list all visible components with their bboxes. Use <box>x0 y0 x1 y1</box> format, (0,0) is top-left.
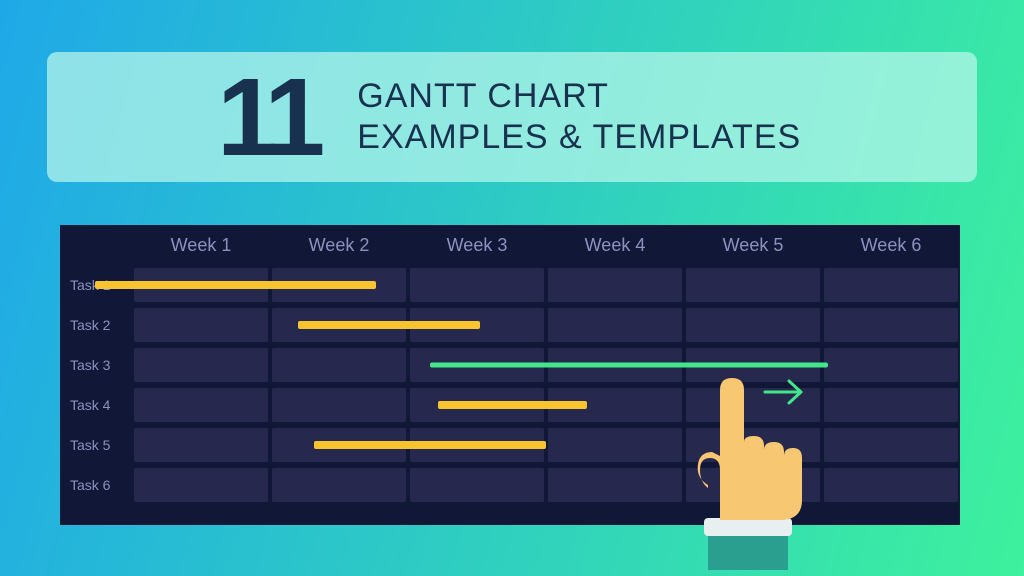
gantt-header-row: Week 1 Week 2 Week 3 Week 4 Week 5 Week … <box>60 225 960 265</box>
gantt-cell <box>548 308 682 342</box>
title-line-2: EXAMPLES & TEMPLATES <box>357 117 801 158</box>
week-header-6: Week 6 <box>824 225 958 265</box>
task-row: Task 3 <box>60 345 960 385</box>
task-label: Task 6 <box>60 465 132 505</box>
week-header-1: Week 1 <box>134 225 268 265</box>
task-row: Task 5 <box>60 425 960 465</box>
task-row: Task 1 <box>60 265 960 305</box>
gantt-cell <box>686 468 820 502</box>
gantt-cell <box>686 428 820 462</box>
task-label: Task 5 <box>60 425 132 465</box>
gantt-cell <box>548 268 682 302</box>
cells-area <box>132 465 960 505</box>
gantt-cell <box>824 308 958 342</box>
gantt-cell <box>272 388 406 422</box>
task-label: Task 3 <box>60 345 132 385</box>
task-label: Task 2 <box>60 305 132 345</box>
gantt-cell <box>686 308 820 342</box>
week-header-5: Week 5 <box>686 225 820 265</box>
gantt-cell <box>134 468 268 502</box>
cells-area <box>132 425 960 465</box>
gantt-chart: Week 1 Week 2 Week 3 Week 4 Week 5 Week … <box>60 225 960 525</box>
gantt-cell <box>824 428 958 462</box>
cells-area <box>132 265 960 305</box>
title-number: 11 <box>217 54 317 181</box>
cells-area <box>132 385 960 425</box>
gantt-rows: Task 1Task 2Task 3Task 4Task 5Task 6 <box>60 265 960 505</box>
gantt-bar <box>314 441 546 449</box>
gantt-cell <box>686 268 820 302</box>
gantt-bar <box>298 321 480 329</box>
week-header-3: Week 3 <box>410 225 544 265</box>
gantt-cell <box>272 348 406 382</box>
gantt-cell <box>134 308 268 342</box>
gantt-cell <box>134 348 268 382</box>
gantt-cell <box>410 468 544 502</box>
title-text: GANTT CHART EXAMPLES & TEMPLATES <box>357 76 801 158</box>
cells-area <box>132 345 960 385</box>
gantt-cell <box>824 348 958 382</box>
gantt-cell <box>824 268 958 302</box>
header-spacer <box>60 225 132 265</box>
gantt-cell <box>548 468 682 502</box>
task-row: Task 4 <box>60 385 960 425</box>
gantt-bar <box>438 401 587 409</box>
week-header-2: Week 2 <box>272 225 406 265</box>
arrow-icon <box>763 377 807 412</box>
week-header-4: Week 4 <box>548 225 682 265</box>
task-row: Task 6 <box>60 465 960 505</box>
gantt-bar <box>95 281 377 289</box>
gantt-cell <box>824 388 958 422</box>
cells-area <box>132 305 960 345</box>
title-line-1: GANTT CHART <box>357 76 801 117</box>
task-row: Task 2 <box>60 305 960 345</box>
gantt-cell <box>272 468 406 502</box>
gantt-bar <box>430 363 827 368</box>
gantt-cell <box>134 388 268 422</box>
title-box: 11 GANTT CHART EXAMPLES & TEMPLATES <box>47 52 977 182</box>
gantt-cell <box>824 468 958 502</box>
gantt-cell <box>548 428 682 462</box>
task-label: Task 4 <box>60 385 132 425</box>
gantt-cell <box>134 428 268 462</box>
gantt-cell <box>410 268 544 302</box>
